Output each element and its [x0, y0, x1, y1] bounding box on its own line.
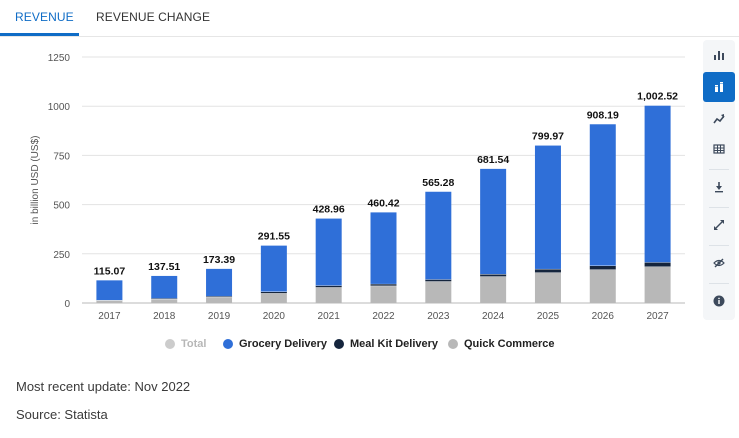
y-tick-label: 250 — [53, 250, 70, 261]
legend-item-quick-commerce[interactable]: Quick Commerce — [448, 338, 554, 350]
total-data-label: 565.28 — [422, 177, 454, 189]
line-chart-icon[interactable] — [703, 104, 735, 134]
x-tick-label: 2023 — [427, 311, 450, 322]
toolbar-divider — [709, 245, 729, 246]
hide-icon[interactable] — [703, 248, 735, 278]
legend-label: Total — [181, 338, 207, 350]
x-tick-label: 2026 — [592, 311, 615, 322]
revenue-bar-chart: 0 250 500 750 1000 1250 in billion USD (US$) 11… — [30, 53, 685, 322]
quick-commerce-bar — [480, 276, 507, 303]
quick-commerce-bar — [260, 293, 287, 303]
y-tick-label: 1000 — [48, 102, 71, 113]
bar-chart-icon[interactable] — [703, 40, 735, 70]
grocery-delivery-bar — [534, 145, 561, 269]
total-data-label: 173.39 — [203, 254, 235, 266]
table-icon[interactable] — [703, 134, 735, 164]
quick-commerce-bar — [206, 297, 233, 303]
meal-kit-delivery-bar — [534, 268, 561, 273]
grocery-delivery-bar — [589, 124, 616, 266]
x-tick-label: 2018 — [153, 311, 176, 322]
legend-label: Meal Kit Delivery — [350, 338, 439, 350]
quick-commerce-bar — [151, 299, 178, 303]
active-tab-indicator — [0, 33, 79, 36]
quick-commerce-bar — [315, 287, 342, 303]
legend-item-grocery-delivery[interactable]: Grocery Delivery — [223, 338, 327, 350]
quick-commerce-bar — [644, 266, 671, 303]
meal-kit-delivery-bar — [315, 285, 342, 288]
x-tick-label: 2027 — [646, 311, 669, 322]
legend-swatch — [448, 339, 458, 349]
grocery-delivery-bar — [206, 268, 233, 297]
chart-legend: Total Grocery Delivery Meal Kit Delivery… — [0, 338, 739, 354]
legend-label: Quick Commerce — [464, 338, 555, 350]
tab-revenue-change[interactable]: REVENUE CHANGE — [96, 10, 211, 24]
total-data-label: 681.54 — [477, 154, 509, 166]
grocery-delivery-bar — [480, 168, 507, 275]
grocery-delivery-bar — [644, 105, 671, 263]
meal-kit-delivery-bar — [589, 265, 616, 270]
total-data-label: 908.19 — [587, 109, 619, 121]
grocery-delivery-bar — [425, 191, 452, 280]
download-icon[interactable] — [703, 172, 735, 202]
tab-bar: REVENUE REVENUE CHANGE — [0, 0, 739, 37]
legend-swatch — [334, 339, 344, 349]
info-icon[interactable] — [703, 286, 735, 316]
y-axis-label: in billion USD (US$) — [30, 136, 41, 225]
legend-label: Grocery Delivery — [239, 338, 328, 350]
expand-icon[interactable] — [703, 210, 735, 240]
x-tick-label: 2019 — [208, 311, 231, 322]
x-tick-label: 2022 — [372, 311, 395, 322]
total-data-label: 428.96 — [313, 204, 345, 216]
x-tick-label: 2021 — [318, 311, 341, 322]
grocery-delivery-bar — [151, 275, 178, 299]
meal-kit-delivery-bar — [644, 262, 671, 267]
x-tick-label: 2025 — [537, 311, 560, 322]
quick-commerce-bar — [589, 269, 616, 303]
y-tick-label: 500 — [53, 201, 70, 212]
toolbar-divider — [709, 283, 729, 284]
quick-commerce-bar — [96, 300, 123, 303]
grocery-delivery-bar — [96, 280, 123, 301]
total-data-label: 799.97 — [532, 131, 564, 143]
legend-swatch — [223, 339, 233, 349]
meal-kit-delivery-bar — [260, 291, 287, 294]
legend-swatch — [165, 339, 175, 349]
meal-kit-delivery-bar — [425, 279, 452, 282]
total-data-label: 115.07 — [94, 265, 126, 277]
toolbar-divider — [709, 207, 729, 208]
source-note: Source: Statista — [16, 407, 108, 422]
quick-commerce-bar — [370, 285, 397, 303]
legend-item-total[interactable]: Total — [165, 338, 206, 350]
total-data-label: 137.51 — [148, 261, 180, 273]
x-tick-label: 2020 — [263, 311, 286, 322]
toolbar-divider — [709, 169, 729, 170]
meal-kit-delivery-bar — [480, 274, 507, 277]
grocery-delivery-bar — [370, 212, 397, 284]
grocery-delivery-bar — [260, 245, 287, 292]
total-data-label: 1,002.52 — [637, 91, 678, 103]
y-tick-label: 1250 — [48, 53, 71, 64]
quick-commerce-bar — [534, 272, 561, 303]
y-tick-label: 750 — [53, 151, 70, 162]
tab-revenue[interactable]: REVENUE — [15, 10, 74, 24]
y-tick-label: 0 — [64, 299, 70, 310]
total-data-label: 460.42 — [367, 197, 399, 209]
legend-item-meal-kit-delivery[interactable]: Meal Kit Delivery — [334, 338, 438, 350]
update-note: Most recent update: Nov 2022 — [16, 379, 191, 394]
quick-commerce-bar — [425, 281, 452, 303]
chart-toolbar — [703, 40, 735, 320]
grocery-delivery-bar — [315, 218, 342, 286]
meal-kit-delivery-bar — [370, 283, 397, 286]
x-tick-label: 2024 — [482, 311, 505, 322]
total-data-label: 291.55 — [258, 231, 290, 243]
stacked-bar-icon[interactable] — [703, 72, 735, 102]
x-tick-label: 2017 — [98, 311, 121, 322]
meal-kit-delivery-bar — [206, 296, 233, 298]
